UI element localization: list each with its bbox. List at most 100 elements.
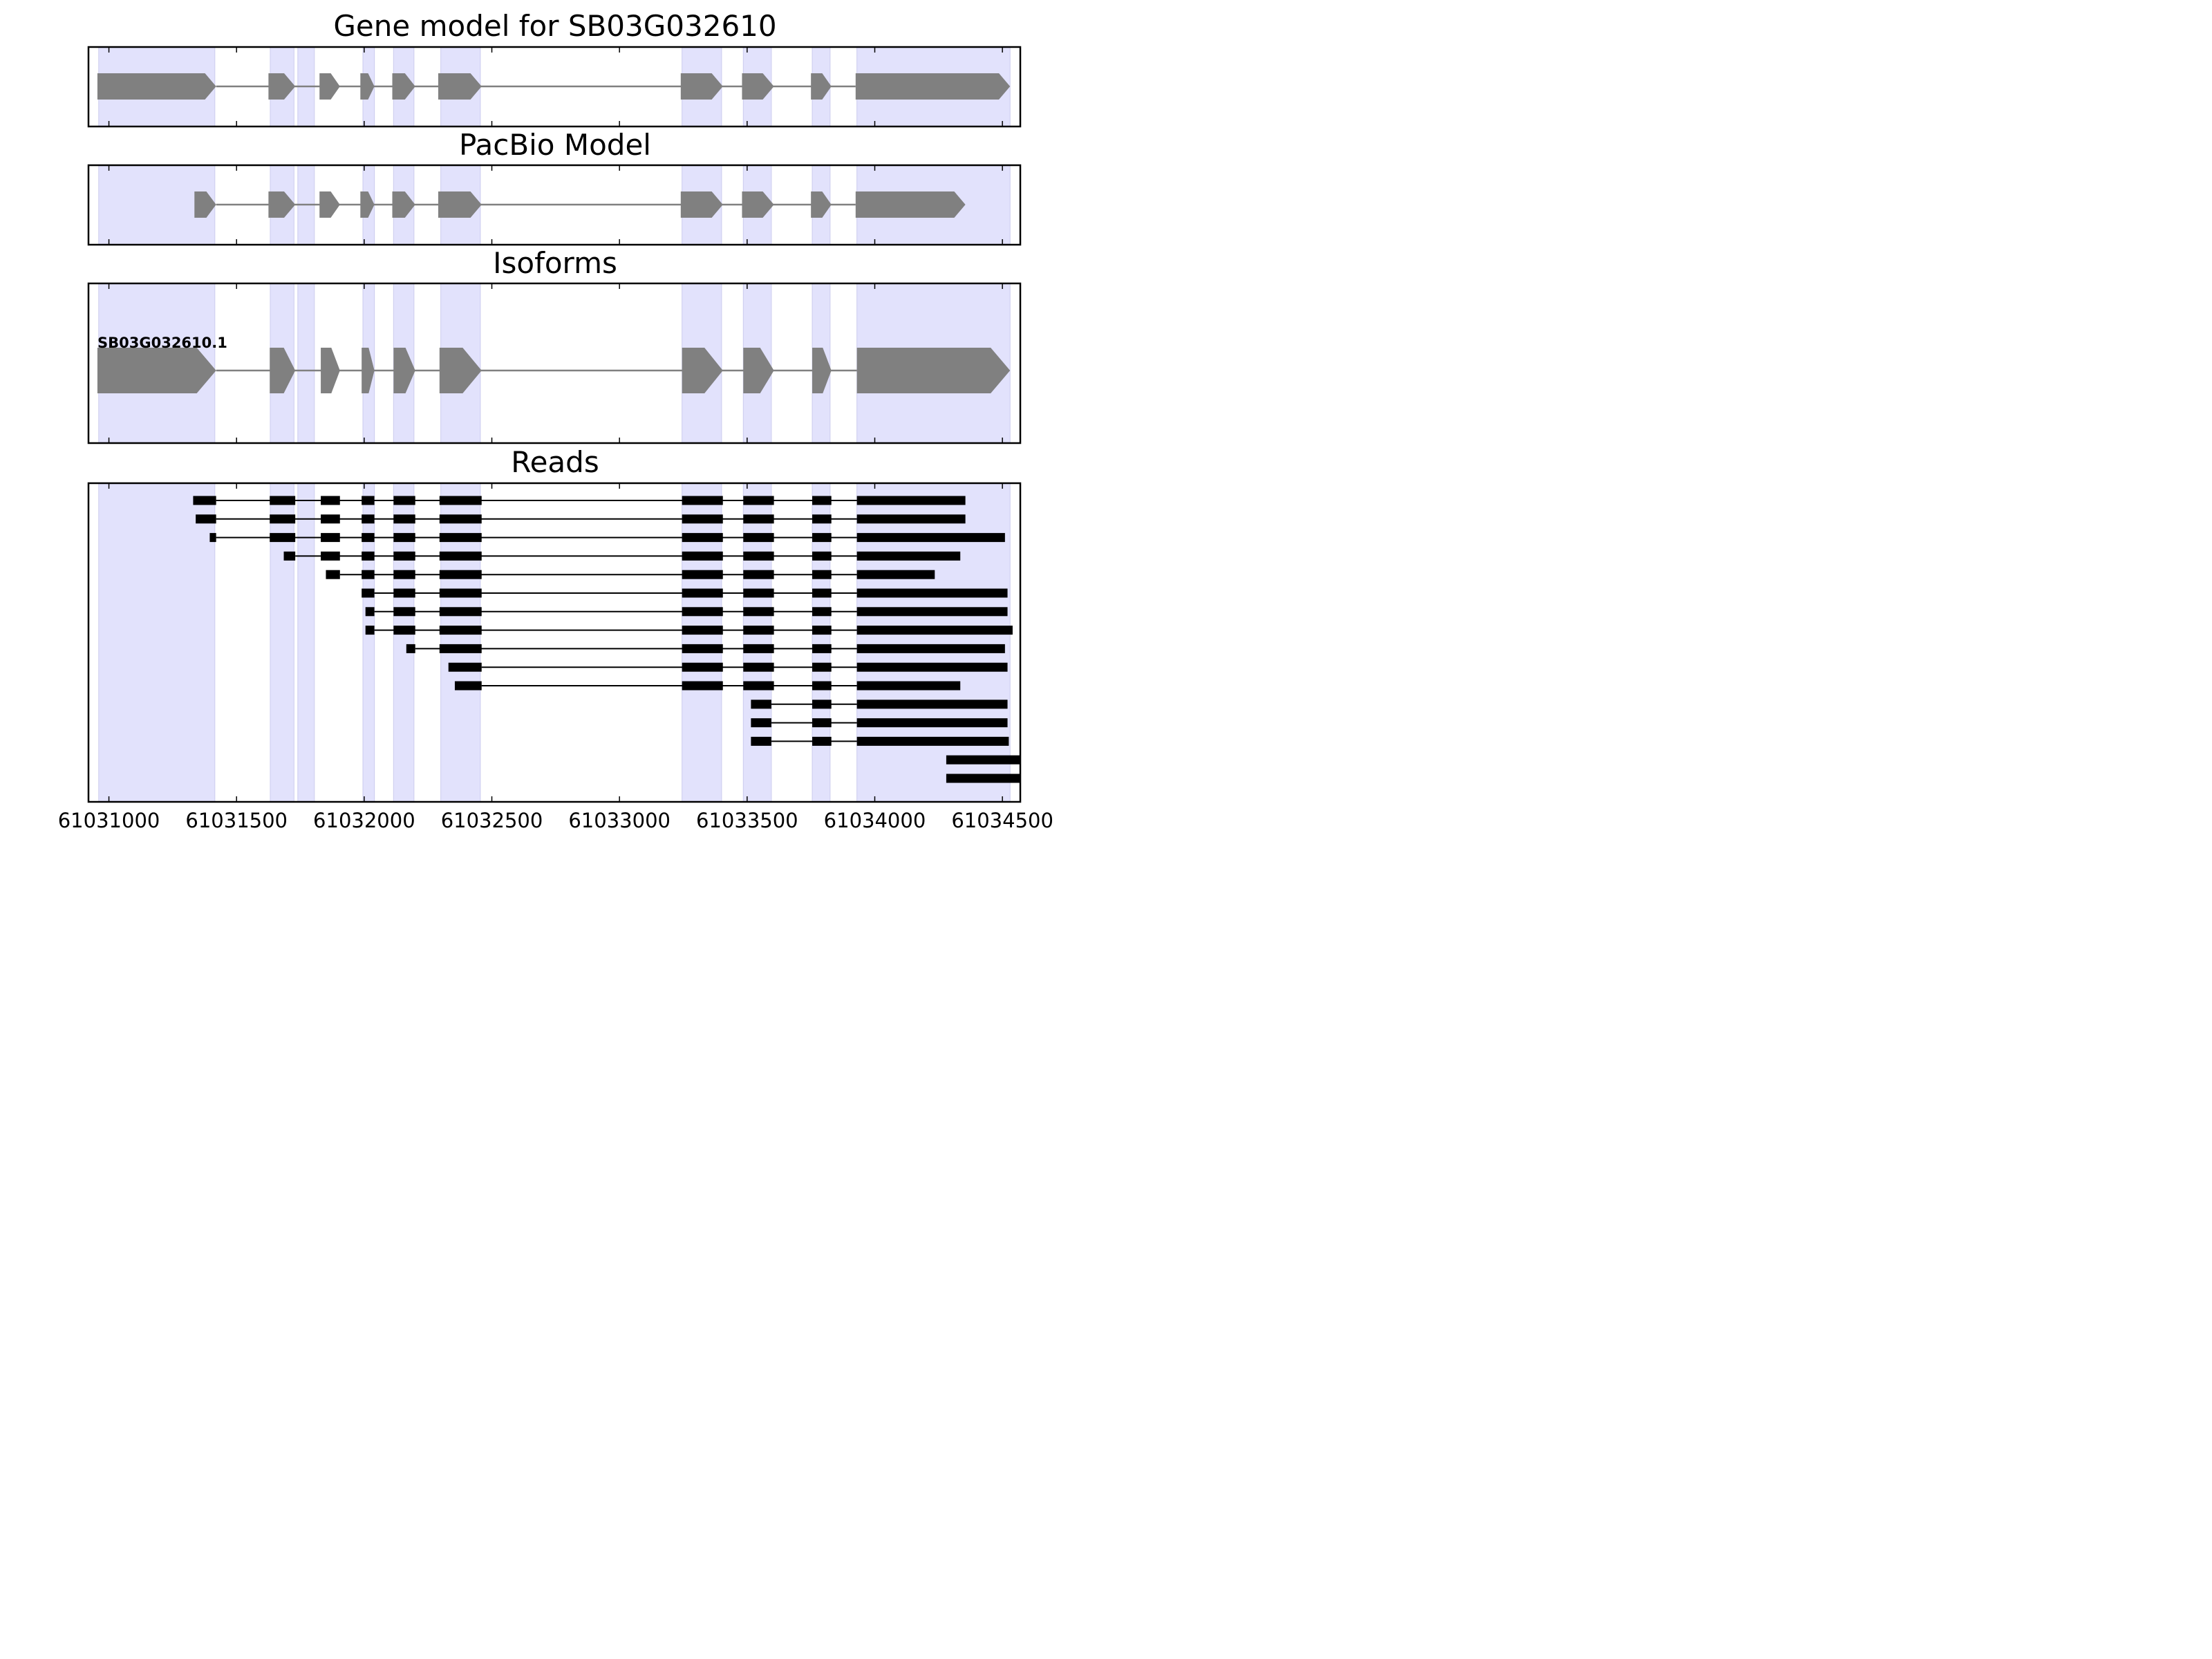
exon-region-shade	[98, 482, 216, 803]
panel-frame	[87, 282, 1022, 444]
read-exon-block	[812, 533, 832, 543]
read-exon-block	[856, 718, 1008, 728]
exon-block	[360, 191, 375, 218]
read-exon-block	[856, 644, 1005, 653]
x-tick-label: 61034000	[824, 809, 926, 830]
read-exon-block	[682, 551, 723, 561]
read-exon-block	[682, 662, 723, 672]
read-exon-block	[439, 626, 482, 635]
read-exon-block	[682, 533, 723, 543]
x-tick-label: 61033500	[696, 809, 798, 830]
read-exon-block	[682, 607, 723, 617]
exon-block	[360, 73, 375, 100]
panel-frame	[87, 164, 1022, 246]
read-exon-block	[743, 644, 774, 653]
exon-block	[439, 348, 482, 393]
pacbio-model-title: PacBio Model	[459, 128, 651, 162]
panel-2: SB03G032610.1	[87, 282, 1022, 444]
read-exon-block	[283, 551, 296, 561]
read-row	[751, 718, 1008, 728]
exon-block	[743, 348, 774, 393]
read-exon-block	[393, 533, 415, 543]
exon-block	[392, 191, 415, 218]
read-exon-block	[439, 588, 482, 598]
exon-block	[680, 73, 723, 100]
exon-block	[362, 348, 375, 393]
exon-block	[680, 191, 723, 218]
read-exon-block	[682, 588, 723, 598]
read-exon-block	[196, 514, 216, 524]
read-exon-block	[454, 681, 482, 691]
exon-block	[319, 73, 340, 100]
exon-block	[811, 191, 832, 218]
exon-block	[268, 73, 296, 100]
read-exon-block	[439, 644, 482, 653]
reads-title: Reads	[511, 445, 599, 479]
read-exon-block	[682, 570, 723, 579]
exon-region-shade	[270, 482, 294, 803]
read-exon-block	[682, 644, 723, 653]
read-exon-block	[193, 496, 216, 505]
x-tick-label: 61034500	[951, 809, 1053, 830]
read-exon-block	[812, 700, 832, 709]
read-exon-block	[439, 533, 482, 543]
read-exon-block	[856, 662, 1008, 672]
read-exon-block	[362, 570, 375, 579]
read-exon-block	[393, 551, 415, 561]
read-exon-block	[743, 662, 774, 672]
chart-layer: SB03G032610.1 61031000 61031500 61032000 610…	[58, 46, 1053, 830]
read-exon-block	[362, 588, 375, 598]
exon-block	[438, 191, 482, 218]
exon-block	[393, 348, 415, 393]
read-exon-block	[321, 533, 340, 543]
read-row	[326, 570, 935, 579]
exon-block	[811, 73, 832, 100]
read-row	[209, 533, 1005, 543]
read-exon-block	[946, 774, 1020, 783]
read-exon-block	[270, 533, 296, 543]
exon-block	[812, 348, 832, 393]
read-exon-block	[812, 644, 832, 653]
isoform-label: SB03G032610.1	[97, 335, 227, 351]
read-row	[454, 681, 961, 691]
exon-block	[855, 73, 1011, 100]
read-exon-block	[751, 718, 771, 728]
read-exon-block	[362, 551, 375, 561]
read-exon-block	[743, 681, 774, 691]
read-exon-block	[856, 607, 1008, 617]
read-row	[193, 496, 966, 505]
read-exon-block	[856, 533, 1005, 543]
read-exon-block	[812, 551, 832, 561]
read-exon-block	[812, 588, 832, 598]
read-exon-block	[365, 607, 375, 617]
read-exon-block	[812, 736, 832, 746]
read-exon-block	[856, 626, 1013, 635]
read-row	[751, 736, 1009, 746]
exon-block	[319, 191, 340, 218]
read-exon-block	[209, 533, 216, 543]
read-exon-block	[743, 533, 774, 543]
x-tick-label: 61031000	[58, 809, 160, 830]
exon-region-shade	[812, 482, 831, 803]
exon-region-shade	[393, 482, 415, 803]
exon-block	[438, 73, 482, 100]
read-exon-block	[393, 570, 415, 579]
read-exon-block	[856, 736, 1009, 746]
read-exon-block	[812, 496, 832, 505]
read-exon-block	[393, 607, 415, 617]
exon-region-shade	[856, 482, 1011, 803]
read-row	[365, 626, 1013, 635]
panel-frame	[87, 482, 1022, 803]
read-exon-block	[743, 496, 774, 505]
exon-block	[97, 348, 216, 393]
exon-region-shade	[440, 482, 481, 803]
exon-block	[682, 348, 723, 393]
read-row	[365, 607, 1008, 617]
read-exon-block	[439, 514, 482, 524]
read-exon-block	[321, 551, 340, 561]
read-exon-block	[682, 496, 723, 505]
read-exon-block	[393, 496, 415, 505]
read-exon-block	[856, 496, 966, 505]
exon-block	[742, 191, 774, 218]
gene-model-title: Gene model for SB03G032610	[333, 9, 776, 43]
